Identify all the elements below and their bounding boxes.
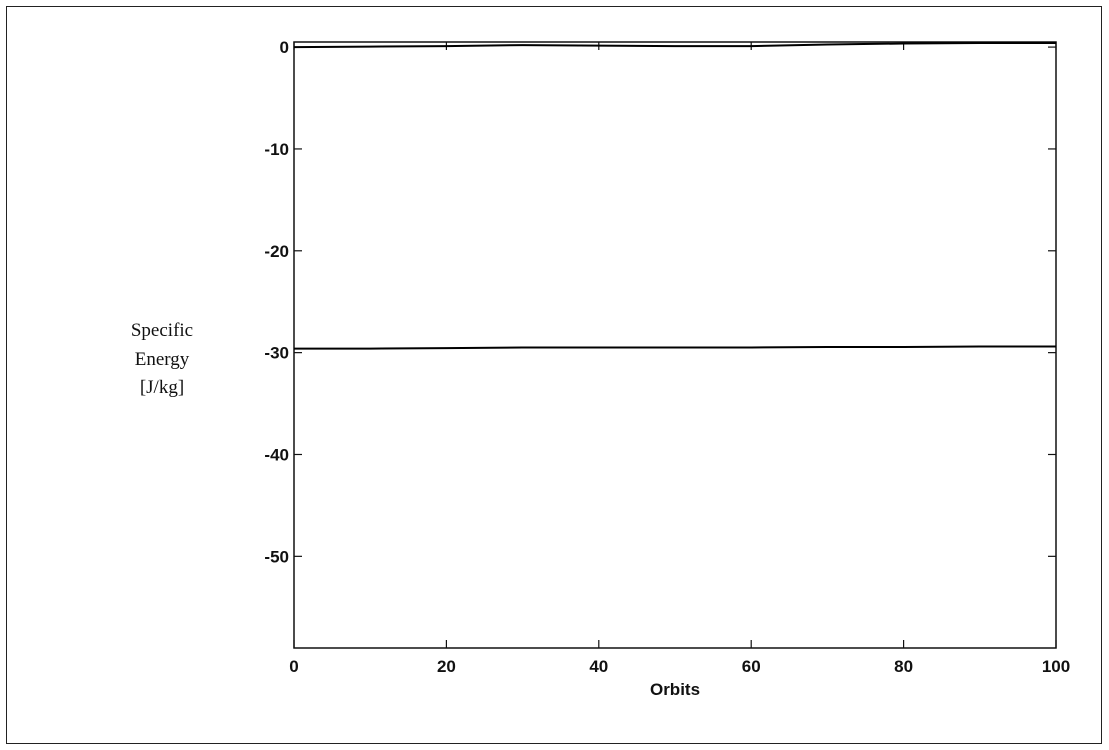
x-tick-label: 80 <box>894 657 913 676</box>
y-axis-label-line-1: Specific <box>131 320 193 341</box>
axes-box <box>293 41 1057 649</box>
y-tick-label: 0 <box>280 38 289 57</box>
y-tick-label: -40 <box>264 445 289 464</box>
x-tick-label: 0 <box>289 657 298 676</box>
axis-labels: Orbits Specific Energy [J/kg] <box>131 320 700 699</box>
series-line-2 <box>294 345 1056 350</box>
x-tick-label: 60 <box>742 657 761 676</box>
figure-frame <box>6 6 1102 744</box>
y-tick-label: -30 <box>264 344 289 363</box>
x-tick-label: 20 <box>437 657 456 676</box>
y-tick-label: -10 <box>264 140 289 159</box>
series-layer <box>293 42 1056 350</box>
y-tick-label: -50 <box>264 547 289 566</box>
series-line-1 <box>293 42 1056 49</box>
x-tick-label: 40 <box>589 657 608 676</box>
y-tick-label: -20 <box>264 242 289 261</box>
axis-ticks: 0 20 40 60 80 100 0 -10 -20 -30 -40 -50 <box>264 38 1070 676</box>
y-axis-label-line-2: Energy <box>135 349 190 370</box>
plot-area <box>293 41 1057 649</box>
x-axis-label: Orbits <box>650 680 700 699</box>
x-tick-label: 100 <box>1042 657 1070 676</box>
y-axis-label-line-3: [J/kg] <box>140 377 184 398</box>
